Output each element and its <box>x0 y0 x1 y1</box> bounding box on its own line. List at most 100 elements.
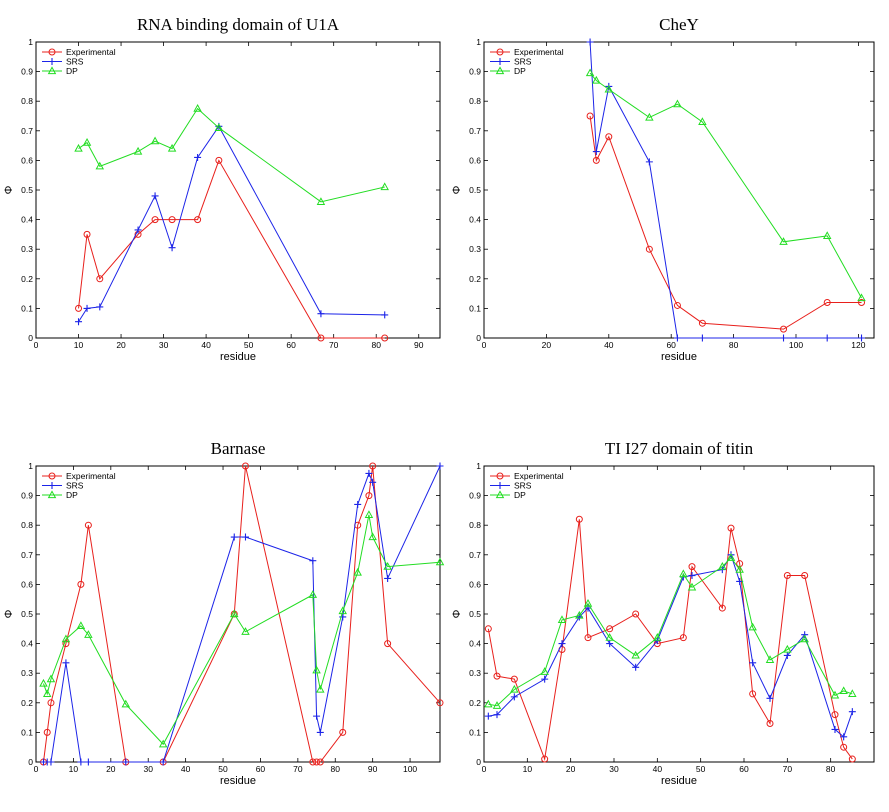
data-point-experimental <box>766 720 774 728</box>
x-tick-label: 80 <box>729 340 739 350</box>
y-tick-label: 1 <box>28 37 33 47</box>
y-tick-label: 0.6 <box>469 155 481 165</box>
x-tick-label: 20 <box>116 340 126 350</box>
x-tick-label: 90 <box>368 764 378 774</box>
data-point-experimental <box>241 462 249 470</box>
x-tick-label: 40 <box>653 764 663 774</box>
data-point-dp <box>133 146 143 155</box>
data-point-experimental <box>151 216 159 224</box>
data-point-dp <box>364 510 374 518</box>
x-tick-label: 90 <box>414 340 424 350</box>
y-tick-label: 1 <box>476 37 481 47</box>
series-line-experimental <box>589 115 862 330</box>
data-point-experimental <box>84 521 92 529</box>
chart-title: TI I27 domain of titin <box>605 439 754 458</box>
legend-label-dp: DP <box>66 490 78 500</box>
legend-marker-srs <box>496 482 504 489</box>
legend-marker-experimental <box>48 472 56 480</box>
y-tick-label: 0.8 <box>469 96 481 106</box>
data-point-srs <box>493 711 501 719</box>
data-point-srs <box>62 659 70 667</box>
x-tick-label: 10 <box>523 764 533 774</box>
data-point-experimental <box>316 758 324 766</box>
data-point-dp <box>74 143 83 152</box>
data-point-experimental <box>365 492 373 500</box>
data-point-srs <box>47 758 55 766</box>
series-line-srs <box>488 553 853 738</box>
data-point-experimental <box>47 699 55 707</box>
data-point-experimental <box>605 133 613 141</box>
data-point-srs <box>673 334 681 342</box>
plot-area <box>585 38 866 342</box>
data-point-dp <box>316 197 326 205</box>
data-point-dp <box>698 117 707 126</box>
legend-marker-experimental <box>48 48 56 56</box>
y-tick-label: 0.2 <box>21 274 33 284</box>
data-point-dp <box>779 237 788 245</box>
data-point-srs <box>309 557 317 565</box>
series-line-dp <box>43 514 441 746</box>
data-point-srs <box>558 640 566 648</box>
x-tick-label: 10 <box>69 764 79 774</box>
legend-label-srs: SRS <box>514 481 532 491</box>
data-point-srs <box>151 192 159 200</box>
data-point-dp <box>150 136 160 145</box>
y-tick-label: 0.3 <box>469 668 481 678</box>
y-tick-label: 0 <box>28 757 33 767</box>
data-point-experimental <box>858 298 866 306</box>
data-point-dp <box>679 569 688 578</box>
x-axis-label: residue <box>661 351 697 363</box>
data-point-experimental <box>679 634 687 642</box>
plot-frame <box>483 465 875 763</box>
data-point-srs <box>354 500 362 508</box>
data-point-srs <box>365 469 373 477</box>
data-point-srs <box>831 725 839 733</box>
data-point-srs <box>780 334 788 342</box>
data-point-srs <box>339 613 347 621</box>
data-point-srs <box>96 303 104 311</box>
y-axis-label: Φ <box>3 609 15 618</box>
data-point-dp <box>76 621 86 629</box>
legend-marker-dp <box>495 66 505 75</box>
data-point-experimental <box>645 245 653 253</box>
data-point-experimental <box>75 304 83 312</box>
series-line-srs <box>78 125 385 322</box>
x-tick-label: 20 <box>106 764 116 774</box>
data-point-experimental <box>592 156 600 164</box>
data-point-experimental <box>632 610 640 618</box>
y-tick-label: 0.6 <box>21 579 33 589</box>
y-tick-label: 0.8 <box>469 520 481 530</box>
x-tick-label: 60 <box>256 764 266 774</box>
data-point-dp <box>230 609 239 618</box>
data-point-experimental <box>698 319 706 327</box>
data-point-experimental <box>384 640 392 648</box>
data-point-experimental <box>584 634 592 642</box>
y-tick-label: 0.2 <box>469 274 481 284</box>
data-point-dp <box>353 567 362 576</box>
series-line-experimental <box>42 465 441 763</box>
x-tick-label: 80 <box>826 764 836 774</box>
x-tick-label: 20 <box>542 340 552 350</box>
chart-panel-3: Barnase 0 10 20 30 40 50 60 70 80 90 100 0 0.1 0.2 0.3 0… <box>3 439 445 787</box>
data-point-experimental <box>62 640 70 648</box>
data-point-dp <box>46 674 56 683</box>
x-axis-label: residue <box>661 775 697 787</box>
x-tick-label: 80 <box>331 764 341 774</box>
legend-label-dp: DP <box>66 66 78 76</box>
data-point-dp <box>830 690 840 699</box>
legend-label-experimental: Experimental <box>514 471 564 481</box>
data-point-experimental <box>575 515 583 523</box>
data-point-experimental <box>848 755 856 763</box>
data-point-dp <box>193 103 202 112</box>
y-tick-label: 0 <box>476 333 481 343</box>
data-point-experimental <box>96 275 104 283</box>
data-point-experimental <box>194 216 202 224</box>
x-tick-label: 30 <box>159 340 169 350</box>
legend-label-dp: DP <box>514 66 526 76</box>
data-point-dp <box>241 627 250 635</box>
data-point-dp <box>592 75 601 84</box>
data-point-srs <box>783 651 791 659</box>
data-point-experimental <box>77 580 85 588</box>
